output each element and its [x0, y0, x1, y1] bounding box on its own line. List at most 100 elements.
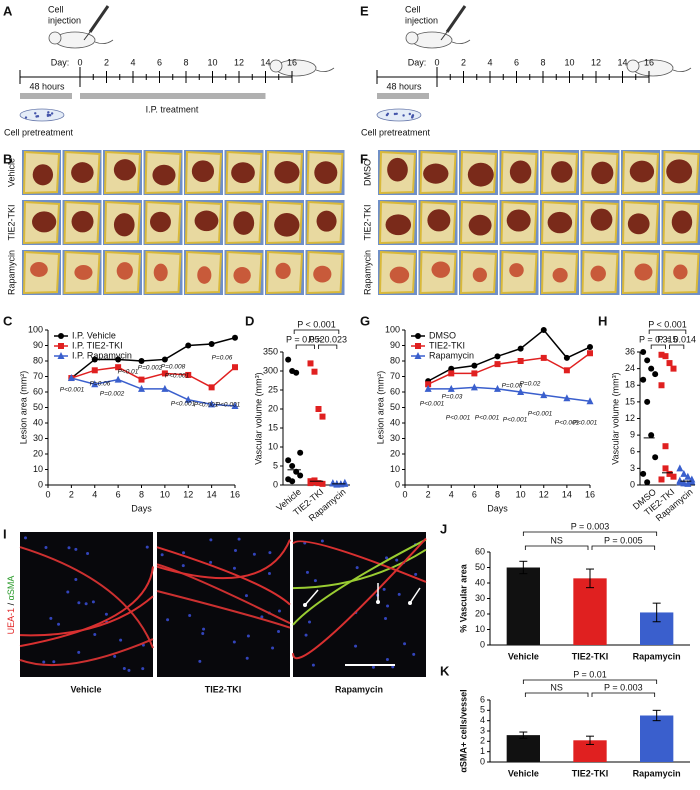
- annotation: P<0.001: [446, 415, 471, 422]
- pretreat-bar: [20, 93, 72, 99]
- nucleus: [267, 572, 271, 576]
- marker: [231, 401, 239, 409]
- y-tick-label: 0: [395, 479, 400, 489]
- photo-lesion: [233, 211, 255, 235]
- marker: [563, 354, 570, 361]
- arrow: [409, 587, 421, 604]
- marker: [185, 342, 192, 349]
- vessel: [19, 638, 154, 667]
- photo-lesion: [666, 159, 693, 184]
- y-tick-label: 5: [273, 460, 278, 470]
- micrograph: [293, 532, 426, 677]
- marker: [670, 473, 677, 480]
- legend-label: I.P. TIE2-TKI: [72, 340, 123, 350]
- photo-lesion: [509, 160, 532, 184]
- y-tick-label: 3: [480, 725, 485, 735]
- photo-lesion: [71, 162, 94, 183]
- photo-lesion: [197, 266, 212, 284]
- legend-label: DMSO: [429, 330, 456, 340]
- nucleus: [44, 546, 48, 550]
- marker: [494, 353, 501, 360]
- marker: [307, 360, 314, 367]
- marker: [448, 370, 455, 377]
- marker: [91, 356, 98, 363]
- day-tick-label: 2: [104, 57, 109, 67]
- injection-label: Cell: [48, 4, 64, 14]
- y-tick-label: 70: [33, 371, 43, 381]
- marker: [471, 362, 478, 369]
- photo-lesion: [472, 267, 487, 283]
- bracket: [524, 545, 589, 550]
- arrow-head: [303, 603, 307, 607]
- annotation: P<0.001: [194, 402, 219, 409]
- bracket: [524, 692, 589, 697]
- annotation: P<0.01: [118, 369, 139, 376]
- photo-lesion: [32, 211, 57, 233]
- nucleus: [232, 566, 236, 570]
- nucleus: [67, 546, 71, 550]
- nucleus: [104, 612, 108, 616]
- photo-lesion: [233, 266, 251, 284]
- bracket-label: P < 0.001: [297, 319, 336, 329]
- photo-lesion: [316, 210, 337, 232]
- photo-lesion: [590, 208, 613, 231]
- vessel: [156, 539, 291, 580]
- y-tick-label: 10: [268, 441, 278, 451]
- marker: [658, 382, 665, 389]
- panel-label: A: [3, 3, 13, 18]
- injection-label: Cell: [405, 4, 421, 14]
- marker: [161, 384, 169, 392]
- y-tick-label: 40: [33, 417, 43, 427]
- dish-cell: [34, 112, 37, 115]
- micrograph: [157, 532, 290, 677]
- nucleus: [93, 632, 97, 636]
- y-tick-label: 0: [480, 756, 485, 766]
- stain-part: αSMA: [6, 576, 16, 601]
- row-label: Rapamycin: [362, 250, 372, 295]
- marker: [494, 361, 501, 368]
- panel-label: G: [360, 313, 370, 328]
- annotation: P<0.001: [555, 420, 580, 427]
- nucleus: [391, 665, 395, 669]
- nucleus: [382, 587, 386, 591]
- dish-cell: [24, 116, 28, 119]
- nucleus: [49, 616, 53, 620]
- nucleus: [386, 604, 390, 608]
- annotation: P=0.008: [161, 364, 186, 371]
- panel-label: F: [360, 151, 368, 166]
- marker: [540, 354, 547, 361]
- day-tick-label: 14: [260, 57, 270, 67]
- annotation: P=0.002: [100, 391, 125, 398]
- y-tick-label: 36: [625, 346, 635, 356]
- day-tick-label: 0: [77, 57, 82, 67]
- x-tick-label: Rapamycin: [633, 651, 681, 661]
- day-tick-label: 16: [287, 57, 297, 67]
- photo-lesion: [509, 263, 524, 278]
- day-tick-label: 10: [564, 57, 574, 67]
- nucleus: [403, 642, 407, 646]
- nucleus: [119, 638, 123, 642]
- marker: [115, 356, 122, 363]
- bracket-label: NS: [550, 682, 563, 692]
- y-tick-label: 10: [33, 464, 43, 474]
- marker: [208, 400, 216, 408]
- nucleus: [385, 658, 389, 662]
- mouse-tail: [451, 39, 471, 44]
- bracket: [293, 329, 340, 334]
- photo-lesion: [634, 263, 653, 281]
- mouse-head: [405, 31, 419, 45]
- annotation: P<0.001: [420, 401, 445, 408]
- marker: [640, 349, 647, 355]
- bracket: [650, 344, 666, 349]
- photo-lesion: [551, 161, 573, 183]
- marker: [470, 383, 478, 391]
- panel-label: H: [598, 313, 607, 328]
- bracket-label: P = 0.023: [308, 334, 347, 344]
- photo-lesion: [673, 264, 688, 280]
- photo-lesion: [74, 264, 93, 280]
- series-line: [70, 337, 236, 379]
- x-tick-label: 4: [92, 489, 97, 499]
- legend-marker: [415, 333, 421, 339]
- legend-label: I.P. Rapamycin: [72, 350, 132, 360]
- bracket: [669, 344, 685, 349]
